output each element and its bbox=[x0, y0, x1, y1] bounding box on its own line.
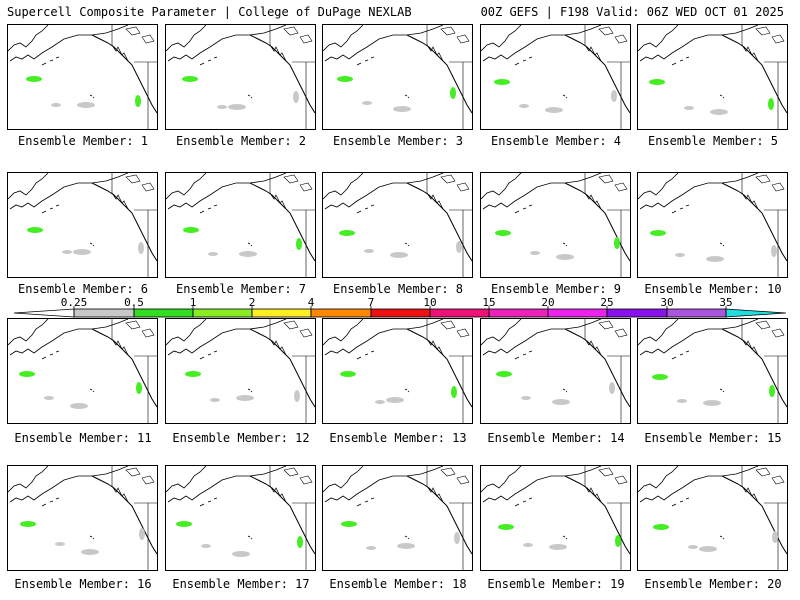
colorbar-segment-6 bbox=[370, 308, 431, 318]
map-basemap bbox=[481, 25, 630, 129]
map-basemap bbox=[323, 25, 472, 129]
ensemble-label-5: Ensemble Member: 5 bbox=[647, 134, 779, 148]
ensemble-label-11: Ensemble Member: 11 bbox=[14, 431, 152, 445]
colorbar-segment-1 bbox=[73, 308, 135, 318]
colorbar-left-arrow bbox=[13, 308, 75, 318]
colorbar-segment-7 bbox=[429, 308, 490, 318]
map-basemap bbox=[638, 319, 787, 423]
colorbar-tick-label: 10 bbox=[423, 296, 436, 309]
map-basemap bbox=[166, 466, 315, 570]
ensemble-panel-7 bbox=[165, 172, 316, 278]
ensemble-panel-16 bbox=[7, 465, 158, 571]
map-basemap bbox=[638, 173, 787, 277]
ensemble-label-7: Ensemble Member: 7 bbox=[175, 282, 307, 296]
colorbar-tick-label: 7 bbox=[368, 296, 375, 309]
map-basemap bbox=[166, 25, 315, 129]
map-basemap bbox=[481, 319, 630, 423]
colorbar-tick-label: 20 bbox=[541, 296, 554, 309]
title-left: Supercell Composite Parameter | College … bbox=[7, 5, 412, 19]
ensemble-panel-3 bbox=[322, 24, 473, 130]
map-basemap bbox=[8, 173, 157, 277]
ensemble-label-16: Ensemble Member: 16 bbox=[14, 577, 152, 591]
ensemble-label-13: Ensemble Member: 13 bbox=[329, 431, 467, 445]
colorbar-tick-label: 1 bbox=[190, 296, 197, 309]
ensemble-panel-12 bbox=[165, 318, 316, 424]
ensemble-panel-1 bbox=[7, 24, 158, 130]
title-right: 00Z GEFS | F198 Valid: 06Z WED OCT 01 20… bbox=[480, 5, 784, 19]
ensemble-label-12: Ensemble Member: 12 bbox=[172, 431, 310, 445]
colorbar-segment-9 bbox=[547, 308, 608, 318]
ensemble-label-19: Ensemble Member: 19 bbox=[487, 577, 625, 591]
colorbar-segment-10 bbox=[606, 308, 668, 318]
ensemble-panel-14 bbox=[480, 318, 631, 424]
ensemble-panel-11 bbox=[7, 318, 158, 424]
ensemble-label-14: Ensemble Member: 14 bbox=[487, 431, 625, 445]
ensemble-label-2: Ensemble Member: 2 bbox=[175, 134, 307, 148]
map-basemap bbox=[481, 466, 630, 570]
ensemble-panel-18 bbox=[322, 465, 473, 571]
ensemble-panel-20 bbox=[637, 465, 788, 571]
ensemble-label-3: Ensemble Member: 3 bbox=[332, 134, 464, 148]
colorbar-right-arrow bbox=[725, 308, 787, 318]
map-basemap bbox=[323, 173, 472, 277]
colorbar-tick-label: 0.5 bbox=[124, 296, 144, 309]
colorbar-segment-3 bbox=[192, 308, 253, 318]
map-basemap bbox=[8, 25, 157, 129]
ensemble-panel-4 bbox=[480, 24, 631, 130]
colorbar-segment-8 bbox=[488, 308, 549, 318]
ensemble-panel-2 bbox=[165, 24, 316, 130]
map-basemap bbox=[638, 466, 787, 570]
colorbar-segment-5 bbox=[310, 308, 372, 318]
colorbar-tick-label: 30 bbox=[660, 296, 673, 309]
colorbar-segment-2 bbox=[133, 308, 194, 318]
map-basemap bbox=[8, 466, 157, 570]
colorbar-tick-label: 2 bbox=[249, 296, 256, 309]
colorbar-tick-label: 0.25 bbox=[61, 296, 88, 309]
ensemble-panel-15 bbox=[637, 318, 788, 424]
ensemble-label-4: Ensemble Member: 4 bbox=[490, 134, 622, 148]
map-basemap bbox=[323, 466, 472, 570]
ensemble-panel-13 bbox=[322, 318, 473, 424]
ensemble-label-8: Ensemble Member: 8 bbox=[332, 282, 464, 296]
ensemble-panel-17 bbox=[165, 465, 316, 571]
ensemble-label-1: Ensemble Member: 1 bbox=[17, 134, 149, 148]
ensemble-label-6: Ensemble Member: 6 bbox=[17, 282, 149, 296]
ensemble-panel-9 bbox=[480, 172, 631, 278]
colorbar-tick-label: 35 bbox=[719, 296, 732, 309]
ensemble-panel-10 bbox=[637, 172, 788, 278]
map-basemap bbox=[481, 173, 630, 277]
ensemble-label-9: Ensemble Member: 9 bbox=[490, 282, 622, 296]
colorbar-tick-label: 25 bbox=[600, 296, 613, 309]
ensemble-label-10: Ensemble Member: 10 bbox=[644, 282, 782, 296]
map-basemap bbox=[8, 319, 157, 423]
map-basemap bbox=[166, 319, 315, 423]
ensemble-panel-5 bbox=[637, 24, 788, 130]
ensemble-label-20: Ensemble Member: 20 bbox=[644, 577, 782, 591]
map-basemap bbox=[638, 25, 787, 129]
ensemble-panel-8 bbox=[322, 172, 473, 278]
ensemble-label-18: Ensemble Member: 18 bbox=[329, 577, 467, 591]
map-basemap bbox=[323, 319, 472, 423]
ensemble-label-15: Ensemble Member: 15 bbox=[644, 431, 782, 445]
ensemble-panel-19 bbox=[480, 465, 631, 571]
map-basemap bbox=[166, 173, 315, 277]
colorbar-tick-label: 4 bbox=[308, 296, 315, 309]
colorbar-tick-label: 15 bbox=[482, 296, 495, 309]
colorbar-segment-4 bbox=[251, 308, 312, 318]
colorbar: 0.25 0.5 1 2 4 7 10 15 20 25 30 35 bbox=[13, 296, 787, 318]
ensemble-panel-6 bbox=[7, 172, 158, 278]
colorbar-segment-11 bbox=[666, 308, 727, 318]
ensemble-label-17: Ensemble Member: 17 bbox=[172, 577, 310, 591]
